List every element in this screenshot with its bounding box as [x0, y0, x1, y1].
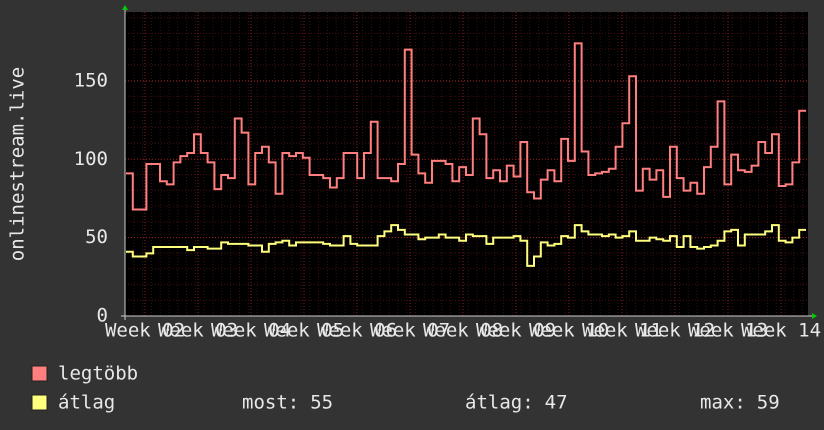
- series-line: [126, 224, 806, 267]
- stat-value: 59: [757, 392, 780, 414]
- x-tick-label: Week 13: [688, 320, 768, 342]
- stat-value: 55: [310, 392, 333, 414]
- y-tick-label: 100: [74, 148, 108, 170]
- x-tick-label: Week 09: [476, 320, 556, 342]
- x-tick-label: Week 14: [741, 320, 821, 342]
- series-line: [126, 42, 806, 211]
- y-tick-label: 0: [97, 305, 108, 327]
- x-tick-label: Week 11: [582, 320, 662, 342]
- y-tick-label: 150: [74, 69, 108, 91]
- axis-arrow: [812, 313, 817, 319]
- stat-label: max:: [700, 392, 746, 414]
- stat-label: átlag:: [465, 392, 534, 414]
- x-tick-label: Week 05: [264, 320, 344, 342]
- legend-label: átlag: [58, 392, 115, 414]
- plot-area: [125, 12, 808, 316]
- axis-arrow: [122, 5, 128, 10]
- x-tick-label: Week 03: [158, 320, 238, 342]
- x-tick-label: Week 06: [317, 320, 397, 342]
- stat-label: most:: [242, 392, 299, 414]
- legend-swatch: [31, 365, 48, 382]
- x-tick-label: Week 04: [211, 320, 291, 342]
- x-tick-label: Week 02: [105, 320, 185, 342]
- y-axis-label: onlinestream.live: [7, 67, 29, 261]
- x-tick-label: Week 07: [370, 320, 450, 342]
- y-tick-label: 50: [85, 226, 108, 248]
- x-tick-label: Week 08: [423, 320, 503, 342]
- x-tick-label: Week 12: [635, 320, 715, 342]
- stat-value: 47: [545, 392, 568, 414]
- x-tick-label: Week 10: [529, 320, 609, 342]
- legend-label: legtöbb: [58, 363, 138, 385]
- legend-swatch: [31, 394, 48, 411]
